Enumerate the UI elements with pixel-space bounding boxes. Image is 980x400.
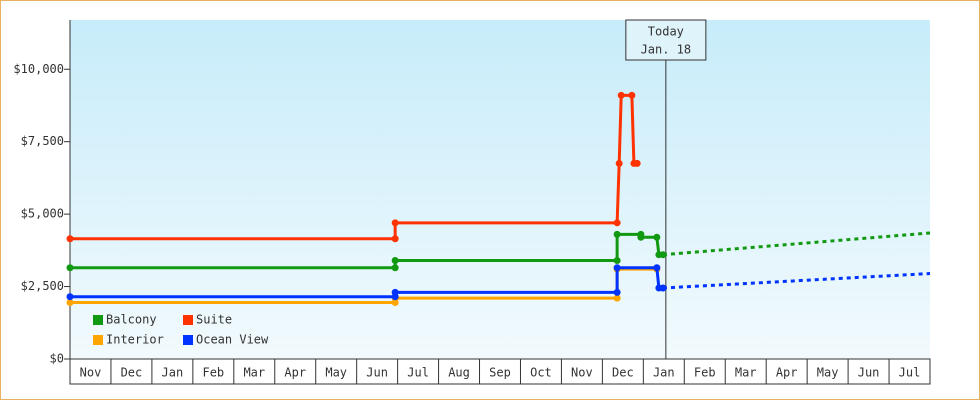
point (653, 233, 661, 241)
today-label: Today (648, 25, 684, 39)
point (659, 251, 667, 259)
x-tick-label: Jun (858, 366, 880, 380)
x-tick-label: Feb (694, 366, 716, 380)
x-tick-label: Sep (489, 366, 511, 380)
point (613, 230, 621, 238)
x-tick-label: Feb (202, 366, 224, 380)
x-tick-label: Jul (407, 366, 429, 380)
point (66, 299, 74, 306)
x-tick-label: May (817, 366, 839, 380)
series-line (70, 232, 663, 270)
x-tick-label: Mar (735, 366, 757, 380)
point (659, 284, 667, 292)
x-tick-label: Nov (571, 366, 593, 380)
point (66, 293, 74, 301)
point (628, 91, 636, 99)
legend-swatch (93, 335, 103, 345)
x-tick-label: Jan (653, 366, 675, 380)
plot-area (70, 20, 930, 359)
point (391, 235, 399, 243)
legend-swatch (93, 315, 103, 325)
x-tick-label: Mar (243, 366, 265, 380)
legend-label: Balcony (106, 313, 157, 327)
y-tick-label: $5,000 (21, 207, 64, 221)
point (66, 235, 74, 243)
x-tick-label: Aug (448, 366, 470, 380)
x-tick-label: Apr (284, 366, 306, 380)
today-box (625, 19, 707, 61)
point (633, 159, 641, 167)
y-tick-label: $2,500 (21, 279, 64, 293)
point (617, 91, 625, 99)
point (613, 219, 621, 227)
point (391, 264, 399, 272)
x-tick-label: Oct (530, 366, 552, 380)
point (613, 294, 621, 302)
legend-label: Suite (196, 313, 232, 327)
y-tick-label: $0 (50, 352, 64, 366)
x-tick-label: May (325, 366, 347, 380)
point (613, 256, 621, 264)
legend-swatch (183, 335, 193, 345)
x-tick-label: Nov (80, 366, 102, 380)
point (653, 264, 661, 272)
x-tick-label: Jun (366, 366, 388, 380)
x-tick-label: Dec (612, 366, 634, 380)
x-tick-label: Jul (899, 366, 921, 380)
today-label: Jan. 18 (641, 43, 692, 57)
x-tick-label: Jan (162, 366, 184, 380)
point (391, 288, 399, 296)
point (615, 159, 623, 167)
point (613, 264, 621, 272)
legend-label: Ocean View (196, 333, 269, 347)
point (613, 288, 621, 296)
y-tick-label: $10,000 (13, 62, 64, 76)
point (391, 219, 399, 227)
legend-label: Interior (106, 333, 164, 347)
x-tick-label: Apr (776, 366, 798, 380)
point (66, 264, 74, 272)
y-tick-label: $7,500 (21, 134, 64, 148)
point (637, 233, 645, 241)
point (391, 256, 399, 264)
legend-swatch (183, 315, 193, 325)
x-tick-label: Dec (121, 366, 143, 380)
